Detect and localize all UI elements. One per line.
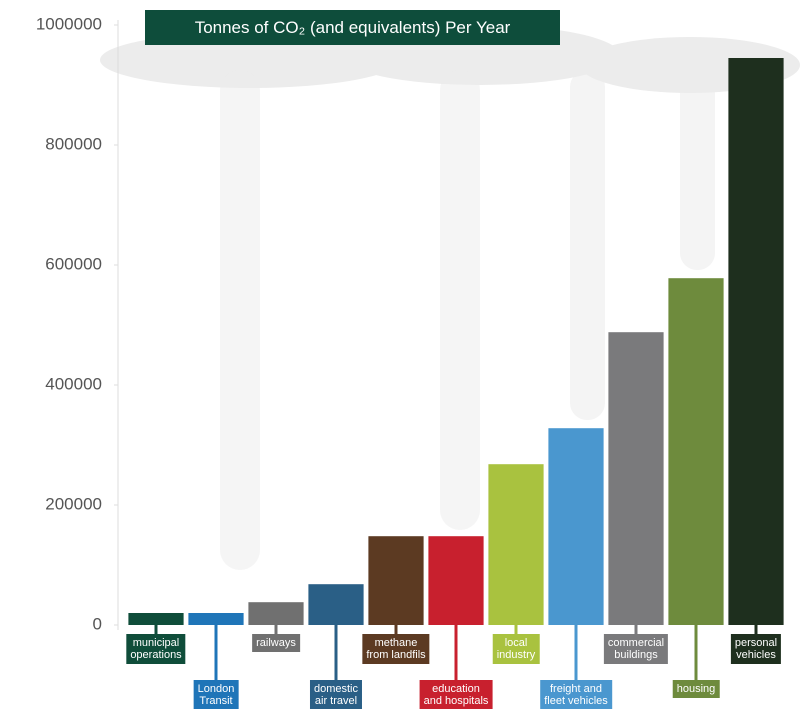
bar — [608, 332, 664, 625]
bar — [668, 278, 724, 625]
category-label: local industry — [492, 634, 540, 664]
bar — [188, 613, 244, 625]
category-label: personal vehicles — [730, 634, 782, 664]
category-label: London Transit — [193, 680, 239, 709]
category-label: commercial buildings — [603, 634, 669, 664]
y-tick-label: 1000000 — [36, 14, 102, 33]
y-tick-label: 400000 — [45, 374, 102, 393]
bar — [308, 584, 364, 625]
category-label: housing — [672, 680, 720, 698]
y-tick-label: 600000 — [45, 254, 102, 273]
bar — [368, 536, 424, 625]
y-tick-label: 800000 — [45, 134, 102, 153]
bar — [728, 58, 784, 625]
category-label: freight and fleet vehicles — [540, 680, 612, 709]
category-label: railways — [252, 634, 300, 652]
bar — [128, 613, 184, 625]
chart-title: Tonnes of CO₂ (and equivalents) Per Year — [145, 10, 560, 45]
y-tick-label: 200000 — [45, 494, 102, 513]
y-tick-label: 0 — [93, 614, 102, 633]
category-label: education and hospitals — [419, 680, 493, 709]
bar — [248, 602, 304, 625]
category-label: domestic air travel — [309, 680, 363, 709]
category-label: municipal operations — [126, 634, 186, 664]
bar — [428, 536, 484, 625]
category-label: methane from landfils — [362, 634, 430, 664]
bar — [548, 428, 604, 625]
bar — [488, 464, 544, 625]
